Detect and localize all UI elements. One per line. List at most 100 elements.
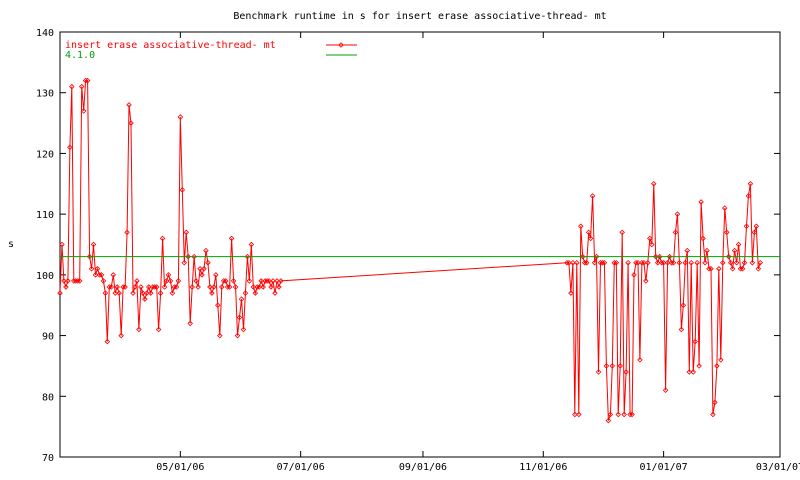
data-point-marker [668,259,675,266]
data-point-marker [203,247,209,254]
data-point-marker [629,411,635,418]
data-point-marker [76,278,83,284]
data-point-marker [217,332,223,339]
data-point-marker [220,278,227,284]
data-point-marker [654,259,661,266]
data-point-marker [234,332,241,339]
data-point-marker [735,241,742,248]
data-point-marker [716,266,722,272]
data-point-marker [185,253,191,260]
data-point-marker [597,259,604,266]
data-point-marker [753,223,760,230]
data-point-marker [704,247,710,254]
data-point-marker [645,259,651,266]
data-point-marker [242,290,249,296]
data-point-marker [611,259,618,266]
x-tick-label: 03/01/07 [756,462,800,473]
data-point-marker [122,284,128,290]
data-point-marker [264,278,270,284]
data-point-marker [276,284,282,290]
data-point-marker [252,290,259,296]
data-point-marker [698,199,704,205]
data-point-marker [700,235,706,242]
data-point-marker [187,320,193,327]
data-point-marker [617,363,623,369]
y-tick-label: 90 [42,332,54,343]
data-point-marker [209,290,215,296]
data-point-marker [63,284,69,290]
data-point-marker [755,266,762,272]
data-point-marker [589,193,596,199]
data-point-marker [112,290,118,296]
data-point-marker [583,259,590,266]
data-point-marker [613,259,620,266]
data-point-marker [623,369,629,375]
data-point-marker [635,259,641,266]
data-point-marker [664,259,671,266]
x-axis-ticks: 05/01/06 07/01/06 09/01/06 11/01/06 01/01/07… [156,32,800,473]
data-point-marker [69,83,75,90]
data-point-marker [230,278,237,284]
data-point-marker [146,284,152,290]
data-point-marker [228,235,235,242]
data-point-marker [274,278,280,284]
data-point-marker [161,284,168,290]
data-point-marker [90,241,97,248]
x-tick-label: 09/01/06 [399,462,447,473]
data-point-marker [126,102,132,108]
data-point-marker [262,278,268,284]
data-point-marker [82,77,89,84]
data-point-marker [647,235,653,242]
data-point-marker [71,278,77,284]
data-point-marker [102,290,109,296]
data-point-marker [570,259,576,266]
data-point-marker [650,181,657,187]
data-point-marker [130,290,136,296]
data-point-marker [625,259,631,266]
data-point-marker [601,259,608,266]
data-point-marker [672,229,679,236]
data-point-marker [132,284,138,290]
y-tick-label: 130 [36,89,54,100]
data-point-marker [175,278,182,284]
data-point-marker [61,278,67,284]
data-point-marker [757,259,764,266]
data-point-marker [564,259,570,266]
data-point-marker [92,272,99,278]
data-point-marker [615,411,622,418]
data-point-marker [74,278,81,284]
data-point-marker [692,338,698,345]
data-point-marker [666,253,673,260]
data-point-marker [173,284,180,290]
data-point-marker [163,278,170,284]
data-point-marker [676,259,683,266]
data-point-marker [599,259,606,266]
data-point-marker [153,284,160,290]
data-point-marker [120,284,126,290]
data-point-marker [116,290,122,296]
data-point-marker [723,229,730,236]
data-point-marker [621,411,627,418]
data-point-marker [722,205,728,211]
data-point-marker [124,229,130,236]
data-point-marker [240,326,247,333]
data-point-marker [607,411,614,418]
data-point-marker [710,411,716,418]
data-point-marker [749,259,756,266]
data-point-marker [67,144,73,151]
data-point-marker [78,83,85,90]
data-point-marker [136,326,142,333]
data-point-marker [574,259,580,266]
data-point-marker [134,278,140,284]
data-point-marker [706,266,712,272]
data-point-marker [727,259,734,266]
data-point-marker [660,259,667,266]
data-point-marker [149,284,156,290]
data-point-marker [248,241,255,248]
series-layer [57,77,780,424]
data-point-marker [593,253,600,260]
data-point-marker [84,77,91,84]
data-point-marker [585,229,592,236]
data-point-marker [686,369,693,375]
